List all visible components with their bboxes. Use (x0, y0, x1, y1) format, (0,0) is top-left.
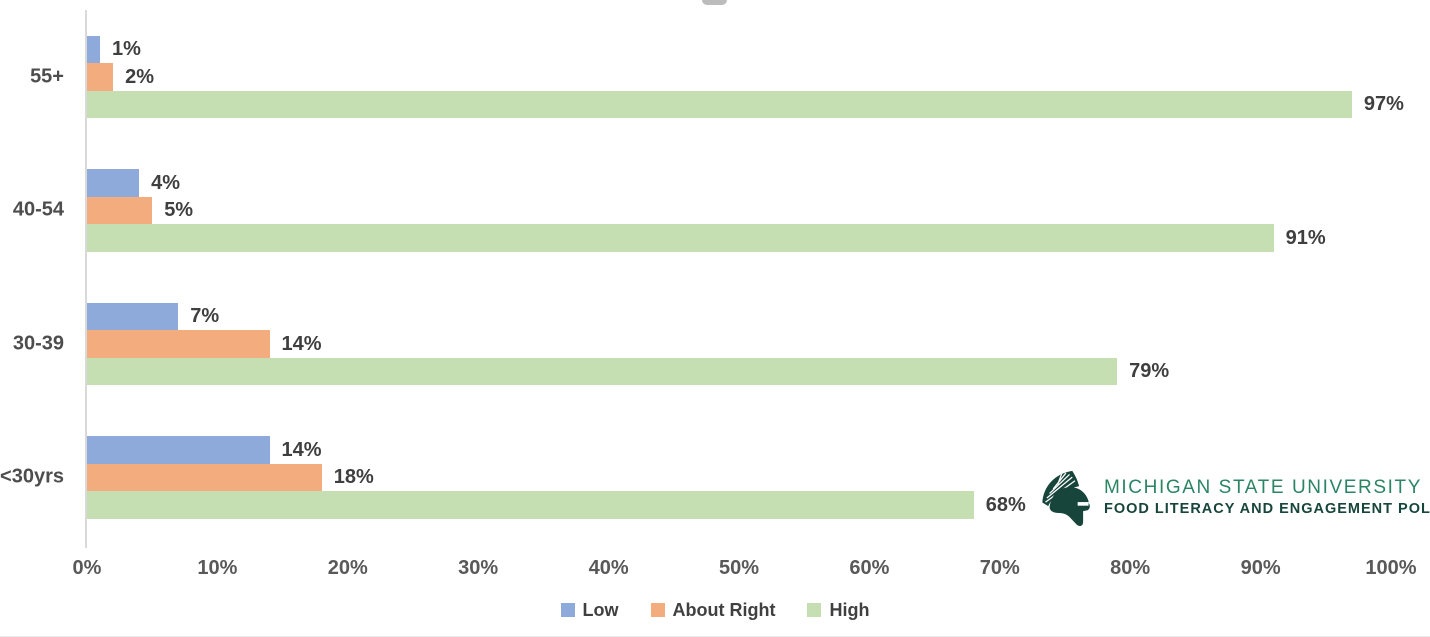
chart-category-row: 55+ 1% 2% 97% (30, 10, 1404, 144)
bar-row: 14% (87, 330, 1391, 358)
value-label: 14% (281, 438, 322, 461)
bar-low (87, 35, 101, 63)
y-axis-line (85, 10, 87, 548)
chart-category-row: 40-54 4% 5% 91% (13, 144, 1391, 278)
legend-label: Low (582, 600, 619, 620)
legend-item-low: Low (560, 600, 619, 620)
x-tick-label: 0% (72, 557, 102, 579)
bar-high (87, 491, 974, 519)
bar-high (87, 224, 1274, 252)
value-label: 5% (164, 199, 194, 222)
x-tick-label: 90% (1240, 557, 1281, 579)
bar-row: 18% (87, 463, 1391, 491)
bar-high (87, 90, 1352, 118)
bar-about-right (87, 63, 114, 91)
bar-row: 1% (87, 35, 1391, 63)
x-tick-label: 100% (1365, 557, 1417, 579)
bar-row: 14% (87, 436, 1391, 464)
chart-category-row: <30yrs 14% 18% 68% (0, 411, 1391, 545)
bar-about-right (87, 196, 153, 224)
bar-high (87, 357, 1118, 385)
legend-swatch (807, 603, 822, 617)
plot-area: 55+ 1% 2% 97% 40-54 4% 5% 91% 30-39 7% 14% 79% <30yr… (0, 10, 1404, 545)
value-label: 91% (1285, 226, 1326, 249)
msu-org-name: MICHIGAN STATE UNIVERSITY (1104, 477, 1422, 499)
bar-row: 7% (87, 302, 1391, 330)
legend-swatch (650, 603, 665, 617)
bar-low (87, 436, 270, 464)
legend-item-high: High (807, 601, 869, 619)
value-label: 79% (1129, 360, 1170, 383)
msu-logo-text: MICHIGAN STATE UNIVERSITY FOOD LITERACY … (1104, 477, 1430, 518)
spartan-helmet-icon (1042, 470, 1090, 527)
value-label: 2% (125, 65, 154, 88)
bar-row: 68% (87, 491, 1391, 519)
bar-row: 91% (87, 224, 1391, 252)
value-label: 14% (281, 332, 322, 355)
x-tick-label: 60% (849, 557, 890, 579)
category-label: 40-54 (12, 198, 64, 221)
value-label: 97% (1363, 93, 1404, 116)
legend-label: High (829, 600, 870, 620)
legend-swatch (560, 603, 575, 617)
category-label: 55+ (30, 65, 64, 88)
bar-low (87, 302, 179, 330)
x-tick-label: 80% (1110, 557, 1151, 579)
legend: Low About Right High (0, 601, 1430, 619)
bar-about-right (87, 463, 322, 491)
category-label: <30yrs (0, 465, 64, 488)
bar-row: 79% (87, 357, 1391, 385)
x-tick-label: 70% (979, 557, 1020, 579)
bar-row: 2% (87, 63, 1391, 91)
x-tick-label: 10% (197, 557, 238, 579)
value-label: 7% (190, 305, 220, 328)
x-axis-tick-labels: 0% 10% 20% 30% 40% 50% 60% 70% 80% 90% 100% (73, 557, 1417, 583)
x-tick-label: 50% (718, 557, 760, 579)
x-tick-label: 30% (458, 557, 499, 579)
x-tick-label: 40% (588, 557, 629, 579)
legend-label: About Right (672, 600, 776, 620)
x-tick-label: 20% (327, 557, 368, 579)
value-label: 18% (333, 466, 374, 489)
value-label: 1% (112, 38, 141, 61)
value-label: 68% (985, 493, 1026, 516)
bar-low (87, 169, 140, 197)
category-label: 30-39 (12, 332, 64, 355)
msu-program-name: FOOD LITERACY AND ENGAGEMENT POLL (1104, 501, 1430, 518)
legend-item-about-right: About Right (650, 600, 776, 620)
bar-row: 97% (87, 90, 1404, 118)
chart-category-row: 30-39 7% 14% 79% (13, 277, 1391, 411)
bar-row: 5% (87, 196, 1391, 224)
msu-logo: MICHIGAN STATE UNIVERSITY FOOD LITERACY … (1036, 466, 1430, 530)
value-label: 4% (151, 171, 181, 194)
bar-about-right (87, 330, 270, 358)
cropped-title-handle (702, 0, 727, 5)
bar-row: 4% (87, 169, 1391, 197)
